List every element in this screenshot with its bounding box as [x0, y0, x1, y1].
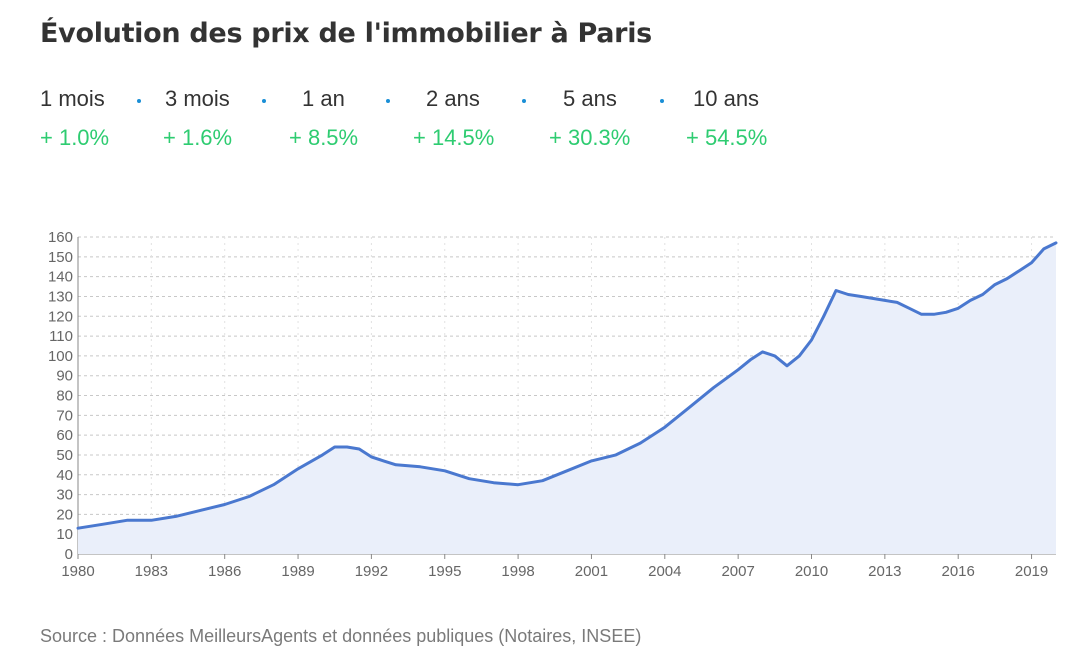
price-chart: 0 10 20 30 40 50 60 70 80 90 100 110 120 130 140 150 160…: [48, 229, 1058, 580]
x-tick-label: 1992: [355, 563, 388, 580]
y-tick-label: 110: [49, 328, 73, 345]
x-tick-label: 1995: [428, 563, 461, 580]
y-tick-label: 70: [56, 407, 73, 424]
period-change: + 1.6%: [163, 125, 233, 150]
y-tick-label: 120: [48, 308, 73, 325]
y-tick-label: 160: [48, 229, 73, 246]
bullet-icon: [660, 99, 664, 103]
x-tick-label: 2007: [721, 563, 754, 580]
period-change: + 8.5%: [289, 125, 359, 150]
x-tick-label: 2019: [1015, 563, 1048, 580]
bullet-icon: [386, 99, 390, 103]
x-tick-label: 2013: [868, 563, 901, 580]
y-tick-label: 0: [65, 546, 73, 563]
period-label: 2 ans: [426, 86, 480, 111]
y-tick-label: 40: [56, 467, 73, 484]
y-tick-label: 90: [56, 368, 73, 385]
x-tick-label: 1998: [501, 563, 534, 580]
y-tick-label: 80: [56, 388, 73, 405]
source-note: Source : Données MeilleursAgents et donn…: [40, 626, 642, 646]
x-tick-label: 1989: [281, 563, 314, 580]
y-tick-label: 150: [48, 249, 73, 266]
period-change: + 30.3%: [549, 125, 631, 150]
x-tick-label: 1980: [61, 563, 94, 580]
series-area: [78, 242, 1056, 554]
bullet-icon: [262, 99, 266, 103]
x-tick-label: 2001: [575, 563, 608, 580]
bullet-icon: [137, 99, 141, 103]
period-change: + 1.0%: [40, 125, 110, 150]
y-tick-label: 130: [48, 288, 73, 305]
period-label: 1 an: [302, 86, 345, 111]
period-label: 5 ans: [563, 86, 617, 111]
period-label: 1 mois: [40, 86, 105, 111]
x-tick-label: 2010: [795, 563, 828, 580]
period-change: + 54.5%: [686, 125, 768, 150]
x-tick-label: 2004: [648, 563, 681, 580]
x-tick-label: 1986: [208, 563, 241, 580]
y-tick-label: 50: [56, 447, 73, 464]
bullet-icon: [522, 99, 526, 103]
series-line: [76, 241, 1058, 530]
period-change: + 14.5%: [413, 125, 495, 150]
x-tick-label: 1983: [135, 563, 168, 580]
period-label: 10 ans: [693, 86, 760, 111]
y-tick-label: 20: [56, 506, 73, 523]
y-tick-label: 60: [56, 427, 73, 444]
y-tick-label: 140: [48, 269, 73, 286]
page-title: Évolution des prix de l'immobilier à Par…: [40, 18, 652, 49]
period-label: 3 mois: [165, 86, 230, 111]
x-tick-label: 2016: [942, 563, 975, 580]
period-variations: 1 mois + 1.0% 3 mois + 1.6% 1 an + 8.5% …: [40, 86, 800, 156]
y-tick-label: 10: [56, 526, 73, 543]
y-tick-label: 30: [56, 487, 73, 504]
y-tick-label: 100: [48, 348, 73, 365]
